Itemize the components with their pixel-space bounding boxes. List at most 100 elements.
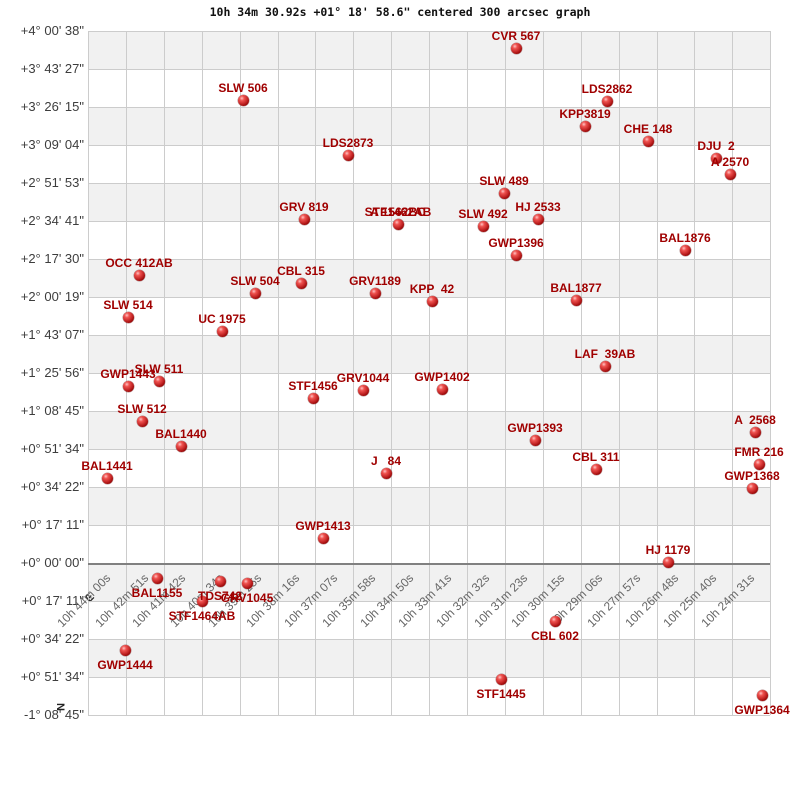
data-point	[196, 595, 208, 607]
data-point	[369, 287, 381, 299]
data-point	[510, 42, 522, 54]
data-point	[214, 575, 226, 587]
point-label: GWP1413	[295, 519, 351, 533]
data-point	[495, 673, 507, 685]
y-tick-label: +1° 43' 07"	[20, 327, 84, 342]
data-point	[749, 426, 761, 438]
point-label: LAF 39AB	[574, 347, 636, 361]
point-label: BAL1155	[131, 586, 183, 600]
point-label: LDS2862	[581, 82, 633, 96]
point-label: HJ 2533	[515, 200, 561, 214]
data-point	[590, 463, 602, 475]
data-point	[317, 532, 329, 544]
data-point	[392, 218, 404, 230]
y-tick-label: +2° 00' 19"	[20, 289, 84, 304]
data-point	[426, 295, 438, 307]
point-label: BAL1876	[659, 231, 711, 245]
data-point	[122, 311, 134, 323]
gridline-horizontal	[88, 715, 771, 716]
point-label: GWP1444	[97, 658, 153, 672]
data-point	[436, 383, 448, 395]
y-tick-label: +0° 34' 22"	[20, 631, 84, 646]
point-label: BAL1441	[81, 459, 133, 473]
y-tick-label: +4° 00' 38"	[20, 23, 84, 38]
data-point	[710, 152, 722, 164]
zero-axis-line	[88, 563, 771, 565]
point-label: SLW 514	[103, 298, 153, 312]
point-label: SLW 511	[134, 362, 184, 376]
y-tick-label: +2° 34' 41"	[20, 213, 84, 228]
point-label: STF1445	[476, 687, 526, 701]
gridline-horizontal	[88, 221, 771, 222]
y-tick-label: +2° 17' 30"	[20, 251, 84, 266]
y-tick-label: +1° 08' 45"	[20, 403, 84, 418]
y-tick-label: +0° 17' 11"	[21, 593, 84, 608]
point-label: STF1464AB	[168, 609, 236, 623]
point-label: GWP1393	[507, 421, 563, 435]
point-label: OCC 412AB	[105, 256, 173, 270]
point-label: BAL1877	[550, 281, 602, 295]
y-tick-label: +3° 43' 27"	[20, 61, 84, 76]
chart-title: 10h 34m 30.92s +01° 18' 58.6" centered 3…	[209, 5, 591, 19]
y-tick-label: +0° 00' 00"	[20, 555, 84, 570]
data-point	[249, 287, 261, 299]
point-label: TDS742	[197, 589, 243, 603]
y-tick-label: +0° 34' 22"	[20, 479, 84, 494]
gridline-horizontal	[88, 145, 771, 146]
data-point	[342, 149, 354, 161]
point-label: FMR 216	[734, 445, 784, 459]
point-label: CBL 315	[277, 264, 325, 278]
data-point	[679, 244, 691, 256]
point-label: GRV1045	[220, 591, 274, 605]
y-tick-label: -1° 08' 45"	[24, 707, 84, 722]
point-label: CBL 311	[572, 450, 620, 464]
data-point	[298, 213, 310, 225]
data-point	[119, 644, 131, 656]
gridline-vertical	[770, 31, 772, 715]
gridline-horizontal	[88, 107, 771, 108]
point-label: SLW 492	[458, 207, 508, 221]
gridline-horizontal	[88, 69, 771, 70]
data-point	[216, 325, 228, 337]
point-label: GRV1189	[349, 274, 401, 288]
point-label: A 1562BC	[370, 205, 426, 219]
data-point	[122, 380, 134, 392]
point-label: CHE 148	[623, 122, 673, 136]
point-label: KPP 42	[409, 282, 455, 296]
point-label: GWP1443	[100, 367, 156, 381]
point-label: GWP1396	[488, 236, 544, 250]
data-point	[175, 440, 187, 452]
gridline-horizontal	[88, 525, 771, 526]
y-tick-label: +0° 51' 34"	[20, 441, 84, 456]
gridline-horizontal	[88, 183, 771, 184]
gridline-horizontal	[88, 487, 771, 488]
data-point	[357, 384, 369, 396]
point-label: STF1462AB	[364, 205, 432, 219]
point-label: SLW 489	[479, 174, 529, 188]
point-label: UC 1975	[198, 312, 246, 326]
y-tick-label: +1° 25' 56"	[20, 365, 84, 380]
data-point	[477, 220, 489, 232]
data-point	[746, 482, 758, 494]
data-point	[549, 615, 561, 627]
point-label: SLW 512	[117, 402, 167, 416]
y-tick-label: +0° 17' 11"	[21, 517, 84, 532]
point-label: DJU 2	[697, 139, 735, 153]
data-point	[642, 135, 654, 147]
point-label: CBL 602	[531, 629, 579, 643]
point-label: LDS2873	[322, 136, 374, 150]
data-point	[151, 572, 163, 584]
data-point	[599, 360, 611, 372]
data-point	[724, 168, 736, 180]
point-label: GRV 819	[279, 200, 329, 214]
gridline-horizontal	[88, 449, 771, 450]
gridline-horizontal	[88, 639, 771, 640]
data-point	[579, 120, 591, 132]
y-tick-label: +3° 26' 15"	[20, 99, 84, 114]
point-label: GWP1364	[734, 703, 790, 717]
y-tick-label: +3° 09' 04"	[20, 137, 84, 152]
data-point	[601, 95, 613, 107]
data-point	[153, 375, 165, 387]
gridline-horizontal	[88, 259, 771, 260]
